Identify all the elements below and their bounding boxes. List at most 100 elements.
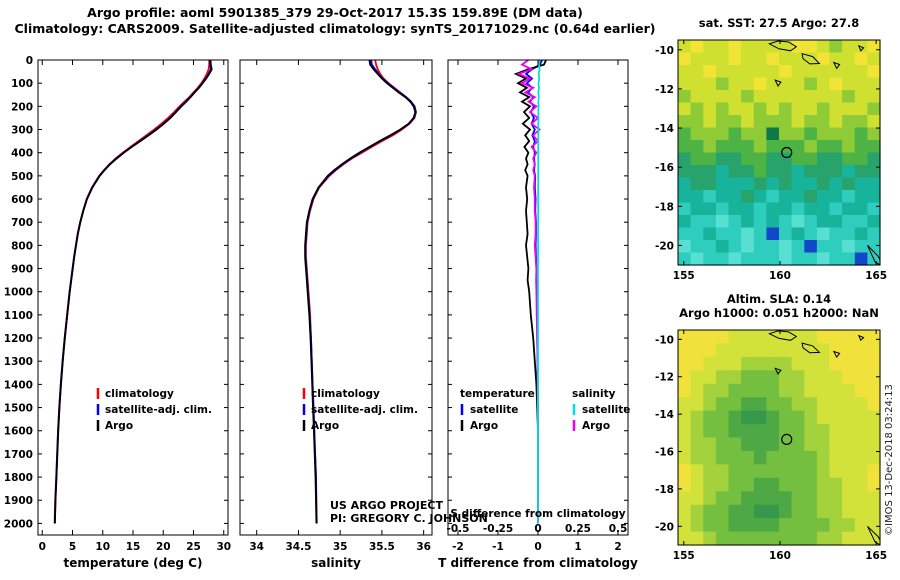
- coastline: [774, 367, 782, 375]
- map-box: [677, 329, 881, 546]
- map-box: [677, 39, 881, 266]
- map-cell: [690, 343, 704, 358]
- map-cell: [867, 410, 881, 425]
- map-cell: [753, 437, 767, 452]
- map-cell: [690, 491, 704, 506]
- map-cell: [741, 343, 755, 358]
- map-cell: [829, 410, 843, 425]
- depth-tick-label: 1900: [4, 495, 33, 507]
- map-cell: [842, 140, 856, 154]
- map-cell: [690, 202, 704, 216]
- map-cell: [715, 102, 730, 116]
- map-cell: [816, 215, 831, 229]
- depth-tick-label: 700: [11, 217, 33, 229]
- map-cell: [766, 397, 780, 412]
- map-cell: [753, 215, 767, 229]
- map-cell: [766, 491, 780, 506]
- map-cell: [816, 397, 831, 412]
- map-cell: [816, 165, 831, 179]
- map-cell: [703, 202, 717, 216]
- map-cell: [678, 240, 692, 254]
- map-cell: [867, 177, 881, 191]
- map-cell: [842, 127, 856, 141]
- map-cell: [753, 383, 767, 398]
- map-cell: [728, 504, 742, 519]
- map-cell: [854, 491, 868, 506]
- depth-tick-label: 500: [11, 171, 33, 183]
- map-cell: [854, 227, 868, 241]
- map-cell: [715, 491, 730, 506]
- map-cell: [854, 77, 868, 91]
- map-cell: [791, 370, 805, 385]
- map-cell: [741, 102, 755, 116]
- map-cell: [690, 190, 704, 204]
- map-cell: [728, 397, 742, 412]
- map-cell: [804, 127, 818, 141]
- depth-tick-label: 800: [11, 240, 33, 252]
- map-cell: [842, 240, 856, 254]
- map-cell: [867, 477, 881, 492]
- map-cell: [741, 215, 755, 229]
- map-cell: [728, 65, 742, 79]
- map-cell: [816, 127, 831, 141]
- map-cell: [753, 177, 767, 191]
- map-cell: [816, 450, 831, 465]
- map-cell: [741, 115, 755, 129]
- map-cell: [842, 477, 856, 492]
- salinity-plot: 34 34.5 35 35.5 36 salinity climatology satelli…: [239, 59, 433, 570]
- map-cell: [842, 450, 856, 465]
- map-cell: [766, 450, 780, 465]
- map-cell: [854, 252, 868, 266]
- map-cell: [766, 504, 780, 519]
- map-cell: [728, 424, 742, 439]
- map-cell: [867, 202, 881, 216]
- legend-header: salinity: [572, 388, 616, 400]
- series-argo: [304, 59, 417, 524]
- map-cell: [816, 370, 831, 385]
- map-cell: [816, 102, 831, 116]
- map-cell: [766, 40, 780, 54]
- map-cell: [791, 115, 805, 129]
- map-cell: [678, 40, 692, 54]
- map-cell: [766, 215, 780, 229]
- map-cell: [842, 383, 856, 398]
- map-cell: [728, 90, 742, 104]
- map-cell: [766, 227, 780, 241]
- map-cell: [804, 397, 818, 412]
- x-tick-label: 34.5: [285, 541, 311, 553]
- coastline: [857, 334, 865, 342]
- map-cell: [854, 140, 868, 154]
- map-cell: [854, 397, 868, 412]
- s-tick-label: 0.25: [565, 523, 591, 535]
- map-cell: [753, 477, 767, 492]
- depth-tick-label: 0: [26, 55, 33, 67]
- map-cell: [779, 165, 793, 179]
- map-cell: [728, 330, 742, 344]
- map-cell: [703, 370, 717, 385]
- map-cell: [867, 356, 881, 371]
- legend-label: satellite-adj. clim.: [105, 404, 212, 416]
- sla-map: 155 160 165 -10 -12 -14 -16 -18 -20: [655, 329, 887, 562]
- map-cell: [678, 450, 692, 465]
- coastline: [774, 79, 782, 87]
- map-cell: [842, 330, 856, 344]
- map-cell: [791, 397, 805, 412]
- map-cell: [715, 140, 730, 154]
- x-axis-label: salinity: [311, 556, 361, 570]
- map-cell: [804, 202, 818, 216]
- lon-tick-label: 155: [673, 270, 695, 282]
- map-cell: [804, 177, 818, 191]
- map-cell: [842, 370, 856, 385]
- map-cell: [779, 190, 793, 204]
- map-cell: [816, 65, 831, 79]
- legend-label: Argo: [470, 420, 498, 432]
- map-cell: [766, 370, 780, 385]
- map-cell: [678, 127, 692, 141]
- map-cell: [816, 383, 831, 398]
- map-cell: [842, 491, 856, 506]
- depth-tick-label: 1200: [4, 333, 33, 345]
- x-tick-label: -1: [492, 541, 504, 553]
- map-cell: [678, 330, 692, 344]
- map-cell: [829, 177, 843, 191]
- map-cell: [791, 330, 805, 344]
